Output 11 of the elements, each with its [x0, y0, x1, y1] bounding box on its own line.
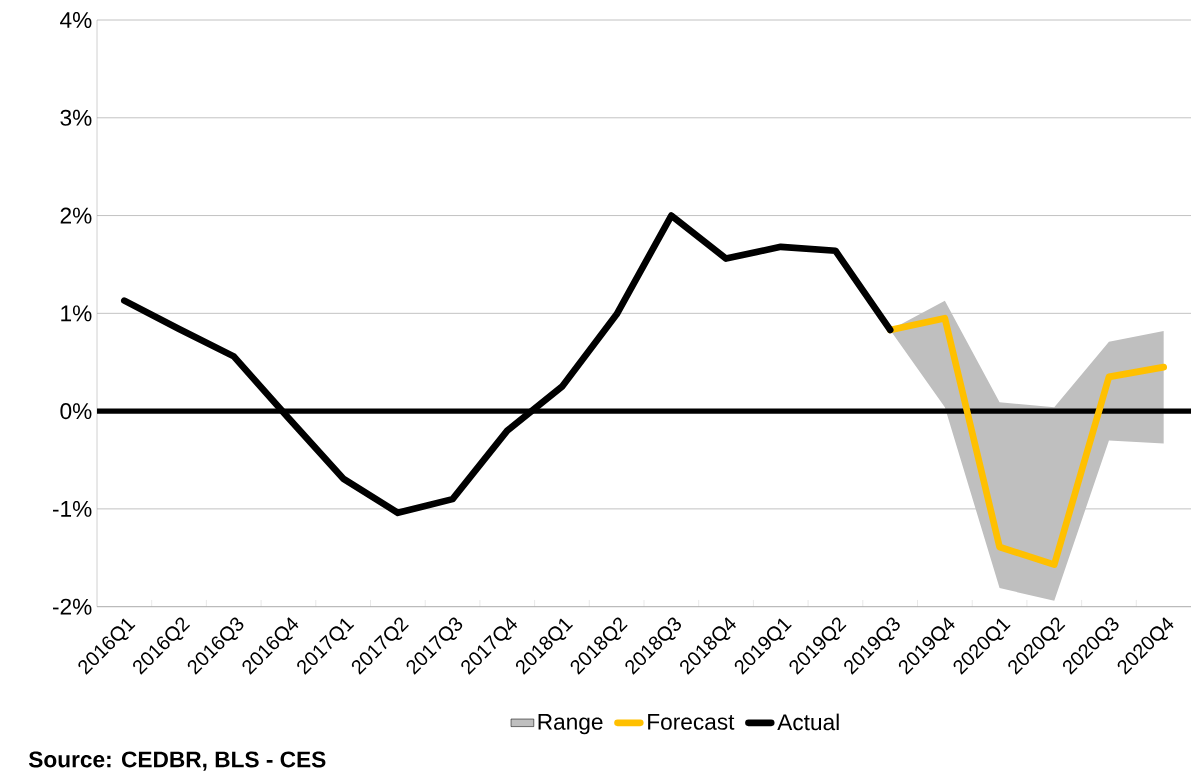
legend-label: Actual [777, 713, 839, 731]
legend-label: Range [538, 714, 603, 735]
y-tick-label: 1% [61, 305, 92, 322]
legend-label: Forecast [648, 714, 735, 730]
y-tick-label: 4% [60, 12, 92, 28]
y-tick-label: 2% [60, 207, 92, 224]
y-tick-label: -2% [52, 598, 92, 615]
source-note: Source: CEDBR, BLS - CES [28, 751, 326, 771]
y-tick-label: 0% [60, 403, 92, 420]
y-tick-label: 3% [60, 109, 92, 126]
y-tick-label: -1% [52, 500, 92, 517]
